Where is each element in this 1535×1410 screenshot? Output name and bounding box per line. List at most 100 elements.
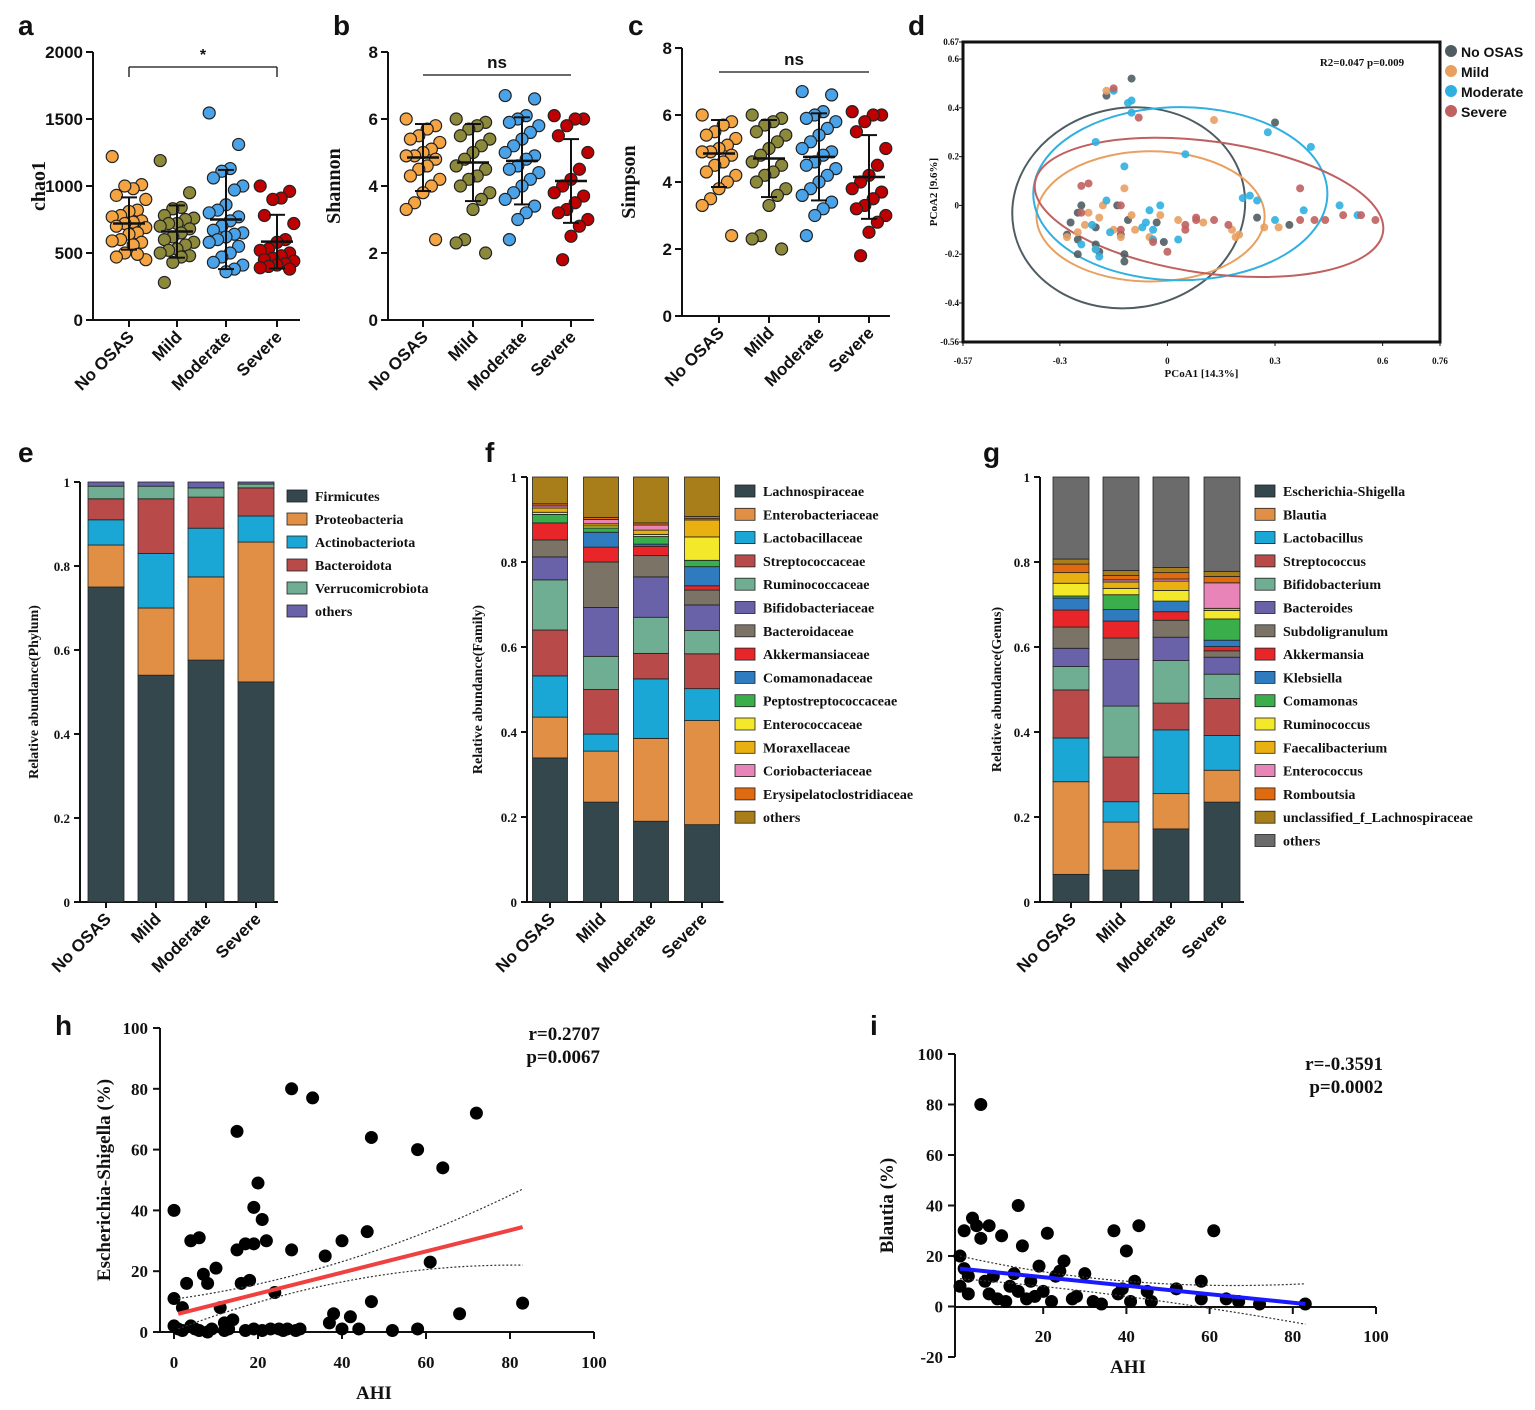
x-tick-label: -0.57 <box>954 356 973 366</box>
data-point <box>824 88 839 102</box>
data-point <box>799 229 814 243</box>
bar-segment <box>1102 476 1140 571</box>
y-tick-label: 0.8 <box>501 555 518 570</box>
data-point <box>1271 216 1280 225</box>
data-point <box>157 275 171 290</box>
legend-swatch <box>734 671 756 684</box>
legend-label: Streptococcus <box>1283 555 1366 570</box>
data-point <box>1174 216 1183 225</box>
data-point <box>1120 162 1129 171</box>
bar-segment <box>1102 801 1140 823</box>
data-point <box>1032 1259 1046 1273</box>
data-point <box>285 1082 299 1096</box>
bar-segment <box>1152 600 1190 613</box>
legend-swatch <box>1254 834 1276 847</box>
legend-label: Faecalibacterium <box>1283 741 1388 756</box>
data-point <box>167 1203 181 1217</box>
data-point <box>257 208 271 223</box>
x-tick-label: 40 <box>1118 1327 1135 1346</box>
bar-segment <box>633 536 669 545</box>
bar-segment <box>1052 737 1090 783</box>
y-tick-label: 1 <box>511 470 518 485</box>
data-point <box>139 192 153 206</box>
bar-segment <box>1152 611 1190 621</box>
legend-label: Streptococcaceae <box>763 555 865 570</box>
data-point <box>230 1124 244 1138</box>
bar-segment <box>1203 610 1241 620</box>
data-point <box>109 188 124 202</box>
x-tick-label: Mild <box>444 327 481 364</box>
data-point <box>1152 218 1161 227</box>
data-point <box>1109 84 1118 93</box>
y-tick-label: 4 <box>663 173 673 192</box>
bar-segment <box>1152 660 1190 704</box>
data-point <box>466 202 480 217</box>
legend-label: Escherichia-Shigella <box>1283 485 1405 500</box>
data-point <box>853 249 868 263</box>
bar-segment <box>1102 581 1140 589</box>
data-point <box>845 105 859 119</box>
data-point <box>253 179 267 193</box>
data-point <box>795 188 809 202</box>
data-point <box>1194 1292 1208 1306</box>
bar-segment <box>532 507 568 513</box>
data-point <box>695 198 709 213</box>
bar-segment <box>1203 646 1241 652</box>
legend-label: others <box>1283 835 1321 850</box>
data-point <box>192 1231 206 1245</box>
legend-swatch <box>734 717 756 731</box>
bar-segment <box>1052 609 1090 628</box>
data-point <box>795 84 809 99</box>
bar-segment <box>1203 618 1241 641</box>
confidence-band-upper <box>178 1188 523 1300</box>
bar-segment <box>583 476 619 518</box>
panel-letter-c: c <box>628 10 644 41</box>
bar-segment <box>187 576 225 661</box>
bar-segment <box>633 555 669 578</box>
legend-swatch <box>1254 507 1276 521</box>
y-axis-label: Shannon <box>323 148 345 224</box>
bar-segment <box>1203 801 1241 903</box>
x-tick-label: 0.6 <box>1377 356 1389 366</box>
data-point <box>1296 216 1305 225</box>
data-point <box>449 236 463 250</box>
data-point <box>1116 225 1125 234</box>
bar-segment <box>684 566 720 587</box>
x-tick-label: 0 <box>170 1353 179 1372</box>
bar-segment <box>532 675 568 718</box>
bar-segment <box>1152 590 1190 602</box>
data-point <box>1127 108 1136 117</box>
bar-segment <box>87 544 125 588</box>
legend-label: Erysipelatoclostridiaceae <box>763 788 913 803</box>
data-point <box>1073 228 1082 237</box>
x-tick-label: 60 <box>1201 1327 1218 1346</box>
data-point <box>399 112 413 126</box>
y-tick-label: 2000 <box>45 43 83 62</box>
bar-segment <box>1203 673 1241 699</box>
bar-segment <box>1203 570 1241 577</box>
legend-swatch <box>286 581 308 595</box>
data-point <box>498 145 512 160</box>
x-axis-label: PCoA1 [14.3%] <box>1165 368 1239 380</box>
bar-segment <box>633 529 669 535</box>
bar-segment <box>137 607 175 676</box>
y-tick-label: 0.6 <box>501 640 518 655</box>
data-point <box>1078 1267 1092 1281</box>
bar-segment <box>1102 594 1140 610</box>
data-point <box>995 1229 1009 1243</box>
data-point <box>209 1261 223 1275</box>
y-axis-label: PCoA2 [9.6%] <box>928 158 940 226</box>
data-point <box>1045 1294 1059 1308</box>
y-tick-label: -0.2 <box>945 249 960 259</box>
bar-segment <box>684 519 720 538</box>
y-tick-label: 40 <box>131 1201 148 1220</box>
x-tick-label: Severe <box>658 909 711 962</box>
data-point <box>1181 225 1190 234</box>
data-point <box>749 175 764 189</box>
data-point <box>105 234 119 248</box>
legend-label: Verrucomicrobiota <box>315 582 429 597</box>
x-tick-label: 20 <box>1035 1327 1052 1346</box>
data-point <box>1063 233 1072 242</box>
data-point <box>699 165 714 179</box>
legend-label: Bifidobacterium <box>1283 578 1381 593</box>
